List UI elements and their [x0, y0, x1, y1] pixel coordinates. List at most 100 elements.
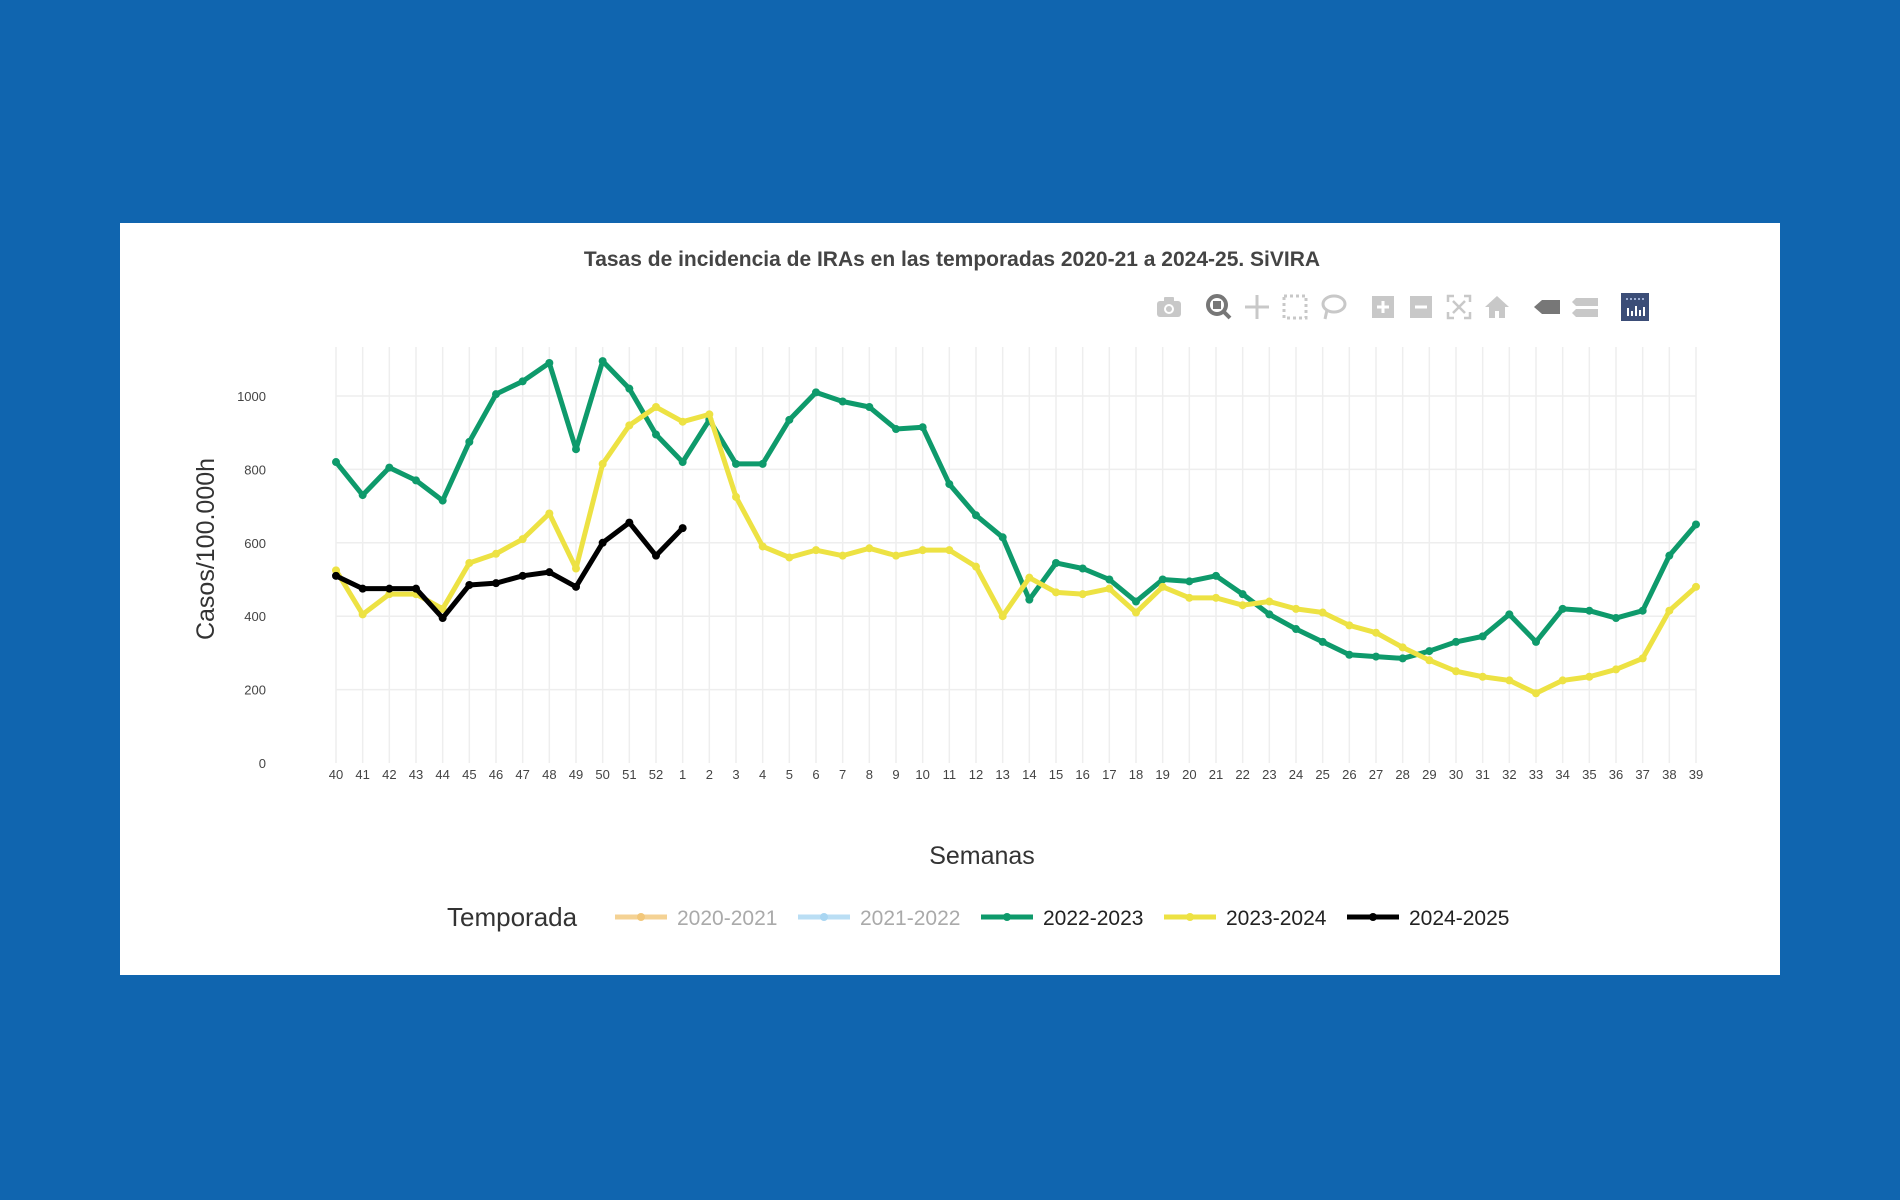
legend-marker	[820, 913, 828, 921]
data-point-2023-2024	[518, 535, 527, 544]
autoscale-button[interactable]	[1440, 290, 1478, 324]
x-tick-label: 27	[1369, 767, 1383, 782]
y-tick-label: 200	[244, 683, 266, 698]
x-tick-label: 34	[1555, 767, 1569, 782]
chart-title: Tasas de incidencia de IRAs en las tempo…	[584, 248, 1320, 271]
data-point-2022-2023	[652, 430, 660, 439]
data-point-2023-2024	[1238, 601, 1247, 610]
x-tick-label: 28	[1395, 767, 1409, 782]
data-point-2023-2024	[465, 558, 474, 567]
x-tick-label: 25	[1315, 767, 1329, 782]
reset-axes-button[interactable]	[1478, 290, 1516, 324]
data-point-2023-2024	[1398, 643, 1407, 652]
data-point-2023-2024	[1185, 593, 1194, 602]
x-tick-label: 22	[1235, 767, 1249, 782]
data-point-2023-2024	[1638, 654, 1647, 663]
x-tick-label: 29	[1422, 767, 1436, 782]
data-point-2022-2023	[625, 384, 634, 393]
box-select-button[interactable]	[1276, 290, 1314, 324]
data-point-2023-2024	[545, 509, 554, 518]
data-point-2022-2023	[1372, 652, 1380, 661]
x-tick-label: 40	[329, 767, 343, 782]
series-line-2023-2024	[333, 404, 1698, 696]
data-point-2023-2024	[1345, 621, 1354, 630]
legend-marker	[1003, 913, 1011, 921]
legend-item-2024-2025[interactable]: 2024-2025	[1347, 907, 1509, 930]
zoom-button[interactable]	[1200, 290, 1238, 324]
x-axis-label: Semanas	[929, 842, 1035, 870]
y-tick-label: 600	[244, 536, 266, 551]
x-tick-label: 6	[812, 767, 819, 782]
data-point-2022-2023	[1398, 654, 1407, 663]
y-axis-ticks: 0 200 400 600 800 1000	[237, 389, 266, 771]
legend-item-2022-2023[interactable]: 2022-2023	[981, 907, 1143, 930]
data-point-2023-2024	[838, 551, 847, 560]
x-tick-label: 21	[1209, 767, 1223, 782]
modebar	[1150, 290, 1654, 324]
legend-item-2021-2022[interactable]: 2021-2022	[798, 907, 960, 930]
legend: Temporada 2020-2021 2021-2022 2022-2023 202…	[447, 902, 1509, 932]
data-point-2023-2024	[918, 546, 927, 555]
data-point-2022-2023	[1585, 606, 1594, 615]
x-tick-label: 46	[489, 767, 503, 782]
x-tick-label: 17	[1102, 767, 1116, 782]
data-point-2022-2023	[572, 445, 580, 454]
data-point-2023-2024	[598, 459, 607, 468]
data-point-2022-2023	[1558, 604, 1567, 613]
data-point-2022-2023	[465, 437, 474, 446]
data-point-2022-2023	[1345, 650, 1354, 659]
data-point-2022-2023	[1532, 637, 1540, 646]
data-point-2023-2024	[1425, 656, 1434, 665]
legend-item-2020-2021[interactable]: 2020-2021	[615, 907, 777, 930]
x-tick-label: 18	[1129, 767, 1143, 782]
data-point-2022-2023	[1452, 637, 1460, 646]
data-point-2024-2025	[598, 538, 607, 547]
legend-label: 2023-2024	[1226, 907, 1327, 930]
data-point-2022-2023	[1665, 551, 1674, 560]
data-point-2022-2023	[358, 491, 367, 500]
y-tick-label: 1000	[237, 389, 266, 404]
data-point-2024-2025	[652, 551, 660, 560]
data-point-2023-2024	[438, 604, 447, 613]
x-tick-label: 10	[915, 767, 929, 782]
data-point-2023-2024	[492, 549, 500, 558]
series-lines	[332, 357, 1700, 698]
x-tick-label: 23	[1262, 767, 1276, 782]
legend-item-2023-2024[interactable]: 2023-2024	[1164, 907, 1327, 930]
data-point-2023-2024	[1078, 590, 1087, 599]
data-point-2023-2024	[972, 562, 980, 571]
legend-label: 2020-2021	[677, 907, 777, 930]
lasso-select-button[interactable]	[1314, 290, 1352, 324]
x-tick-label: 1	[679, 767, 686, 782]
data-point-2022-2023	[1185, 577, 1194, 586]
hover-closest-button[interactable]	[1528, 290, 1566, 324]
data-point-2022-2023	[1292, 625, 1300, 634]
data-point-2024-2025	[625, 518, 634, 527]
data-point-2024-2025	[465, 581, 474, 590]
pan-button[interactable]	[1238, 290, 1276, 324]
x-tick-label: 9	[892, 767, 899, 782]
data-point-2023-2024	[678, 417, 687, 426]
data-point-2022-2023	[1425, 647, 1434, 656]
x-tick-label: 37	[1635, 767, 1649, 782]
camera-button[interactable]	[1150, 290, 1188, 324]
data-point-2022-2023	[492, 390, 500, 399]
data-point-2023-2024	[1132, 608, 1140, 617]
data-point-2023-2024	[1585, 672, 1594, 681]
x-tick-label: 8	[866, 767, 873, 782]
zoom-in-button[interactable]	[1364, 290, 1402, 324]
data-point-2023-2024	[1105, 584, 1114, 593]
hover-compare-button[interactable]	[1566, 290, 1604, 324]
x-tick-label: 32	[1502, 767, 1516, 782]
plotly-logo-link[interactable]	[1616, 290, 1654, 324]
data-point-2023-2024	[572, 564, 580, 573]
data-point-2022-2023	[1212, 571, 1220, 580]
data-point-2022-2023	[412, 476, 420, 485]
data-point-2024-2025	[492, 579, 500, 588]
data-point-2023-2024	[945, 546, 954, 555]
data-point-2022-2023	[385, 463, 394, 472]
data-point-2023-2024	[652, 403, 660, 412]
x-tick-label: 39	[1689, 767, 1703, 782]
zoom-out-button[interactable]	[1402, 290, 1440, 324]
data-point-2022-2023	[1158, 575, 1167, 584]
